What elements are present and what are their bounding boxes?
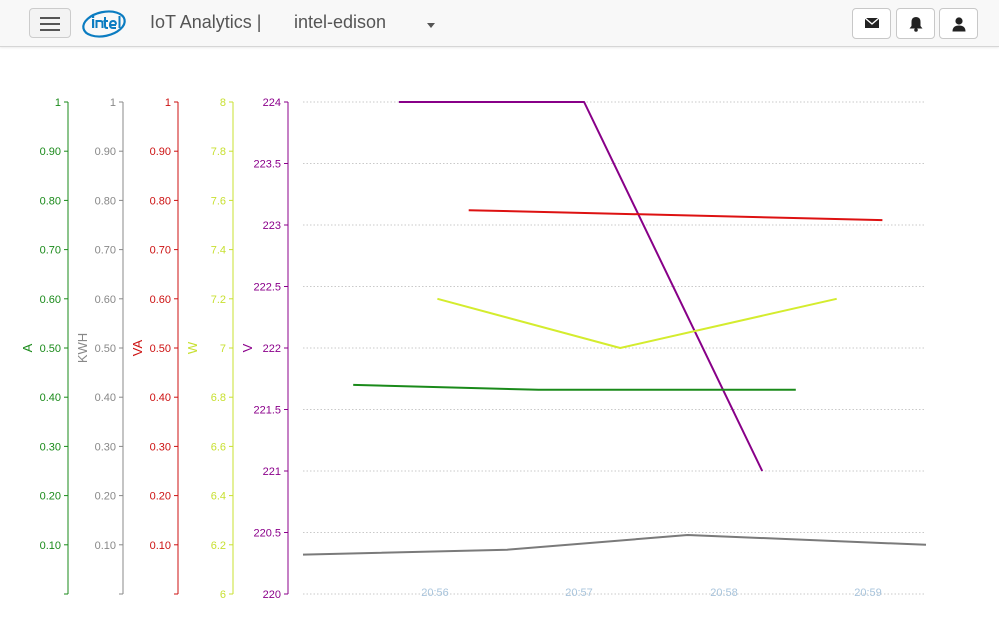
top-navbar: IoT Analytics | intel-edison: [0, 0, 999, 47]
user-icon: [952, 17, 966, 32]
y-tick-label: 7: [220, 343, 226, 355]
x-tick-label: 20:56: [421, 587, 449, 599]
y-tick-label: 8: [220, 97, 226, 109]
x-tick-label: 20:57: [565, 587, 593, 599]
y-tick-label: 6: [220, 589, 226, 601]
y-tick-label: 1: [55, 97, 61, 109]
y-tick-label: 0.10: [40, 540, 61, 552]
y-tick-label: 0.50: [40, 343, 61, 355]
y-tick-label: 6.8: [211, 392, 226, 404]
bell-icon: [909, 17, 923, 32]
y-tick-label: 7.6: [211, 195, 226, 207]
envelope-icon: [864, 17, 880, 28]
y-tick-label: 0.60: [40, 294, 61, 306]
multi-axis-line-chart: 0.10 0.20 0.30 0.40 0.50 0.60 0.70 0.80 0.90 1 A 0.…: [20, 97, 927, 601]
y-tick-label: 0.60: [95, 294, 116, 306]
y-axis-title-kwh: KWH: [75, 333, 90, 363]
alerts-button[interactable]: [896, 8, 935, 39]
y-tick-label: 0.30: [95, 441, 116, 453]
y-tick-label: 0.20: [150, 491, 171, 503]
y-tick-label: 0.40: [150, 392, 171, 404]
y-tick-label: 221.5: [253, 405, 281, 417]
series-line-kwh: [302, 534, 927, 556]
y-tick-label: 6.6: [211, 441, 226, 453]
y-tick-label: 0.40: [40, 392, 61, 404]
mail-button[interactable]: [852, 8, 891, 39]
y-tick-label: 223.5: [253, 159, 281, 171]
y-tick-label: 7.2: [211, 294, 226, 306]
y-tick-label: 0.10: [150, 540, 171, 552]
y-tick-label: 0.30: [40, 441, 61, 453]
series-line-a: [353, 383, 796, 391]
y-tick-label: 0.30: [150, 441, 171, 453]
y-tick-label: 0.90: [40, 146, 61, 158]
y-tick-label: 224: [263, 97, 281, 109]
hamburger-menu-button[interactable]: [29, 8, 71, 38]
x-tick-label: 20:58: [710, 587, 738, 599]
brand-title: IoT Analytics |: [150, 12, 262, 32]
user-button[interactable]: [939, 8, 978, 39]
y-axis-title-w: W: [185, 341, 200, 354]
y-tick-label: 0.70: [150, 245, 171, 257]
y-tick-label: 0.80: [40, 195, 61, 207]
y-axis-title-va: VA: [130, 339, 145, 356]
y-axis-title-a: A: [20, 343, 35, 352]
y-tick-label: 0.80: [150, 195, 171, 207]
y-tick-label: 6.4: [211, 491, 226, 503]
hamburger-icon: [40, 17, 60, 19]
y-tick-label: 0.10: [95, 540, 116, 552]
intel-logo-icon: [82, 10, 126, 38]
y-tick-label: 0.50: [95, 343, 116, 355]
y-tick-label: 220.5: [253, 528, 281, 540]
y-tick-label: 0.40: [95, 392, 116, 404]
device-name: intel-edison: [294, 12, 387, 32]
y-tick-label: 0.60: [150, 294, 171, 306]
y-tick-label: 0.90: [150, 146, 171, 158]
device-dropdown[interactable]: intel-edison: [294, 12, 444, 36]
caret-down-icon: [427, 23, 435, 28]
y-tick-label: 1: [165, 97, 171, 109]
y-tick-label: 0.80: [95, 195, 116, 207]
y-tick-label: 222: [263, 343, 281, 355]
y-tick-label: 223: [263, 220, 281, 232]
y-tick-label: 1: [110, 97, 116, 109]
y-tick-label: 0.50: [150, 343, 171, 355]
y-tick-label: 7.4: [211, 245, 226, 257]
y-tick-label: 0.20: [40, 491, 61, 503]
y-tick-label: 222.5: [253, 282, 281, 294]
y-tick-label: 7.8: [211, 146, 226, 158]
y-tick-label: 220: [263, 589, 281, 601]
y-tick-label: 6.2: [211, 540, 226, 552]
y-axis-title-v: V: [240, 343, 255, 352]
series-line-va: [468, 209, 883, 222]
y-tick-label: 0.90: [95, 146, 116, 158]
series-line-v: [398, 101, 764, 472]
y-tick-label: 0.70: [95, 245, 116, 257]
y-tick-label: 0.70: [40, 245, 61, 257]
y-tick-label: 221: [263, 466, 281, 478]
series-line-w: [437, 297, 837, 349]
x-tick-label: 20:59: [854, 587, 882, 599]
y-tick-label: 0.20: [95, 491, 116, 503]
